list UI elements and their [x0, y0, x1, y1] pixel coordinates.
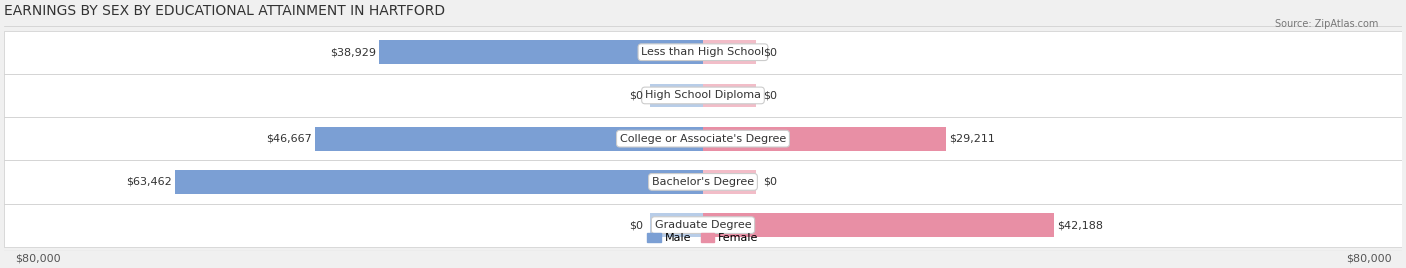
Text: $0: $0 [763, 47, 778, 57]
Bar [380, 40, 703, 64]
Bar [703, 84, 756, 107]
Text: $42,188: $42,188 [1057, 220, 1104, 230]
Legend: Male, Female: Male, Female [643, 228, 763, 248]
Text: $38,929: $38,929 [330, 47, 375, 57]
Bar [4, 160, 1402, 203]
Text: Less than High School: Less than High School [641, 47, 765, 57]
Bar [703, 213, 1054, 237]
Bar [315, 127, 703, 151]
Text: $0: $0 [628, 220, 643, 230]
Bar [174, 170, 703, 194]
Text: $46,667: $46,667 [266, 134, 311, 144]
Text: $29,211: $29,211 [949, 134, 995, 144]
Bar [703, 170, 756, 194]
Bar [4, 31, 1402, 74]
Bar [4, 203, 1402, 247]
Bar [4, 117, 1402, 160]
Bar [4, 74, 1402, 117]
Text: $0: $0 [763, 177, 778, 187]
Bar [703, 127, 946, 151]
Text: College or Associate's Degree: College or Associate's Degree [620, 134, 786, 144]
Bar [650, 84, 703, 107]
Text: $0: $0 [628, 90, 643, 100]
Text: Bachelor's Degree: Bachelor's Degree [652, 177, 754, 187]
Bar [650, 213, 703, 237]
Text: Source: ZipAtlas.com: Source: ZipAtlas.com [1274, 19, 1378, 29]
Text: $63,462: $63,462 [127, 177, 172, 187]
Text: $0: $0 [763, 90, 778, 100]
Text: Graduate Degree: Graduate Degree [655, 220, 751, 230]
Text: EARNINGS BY SEX BY EDUCATIONAL ATTAINMENT IN HARTFORD: EARNINGS BY SEX BY EDUCATIONAL ATTAINMEN… [4, 4, 446, 18]
Bar [703, 40, 756, 64]
Text: High School Diploma: High School Diploma [645, 90, 761, 100]
